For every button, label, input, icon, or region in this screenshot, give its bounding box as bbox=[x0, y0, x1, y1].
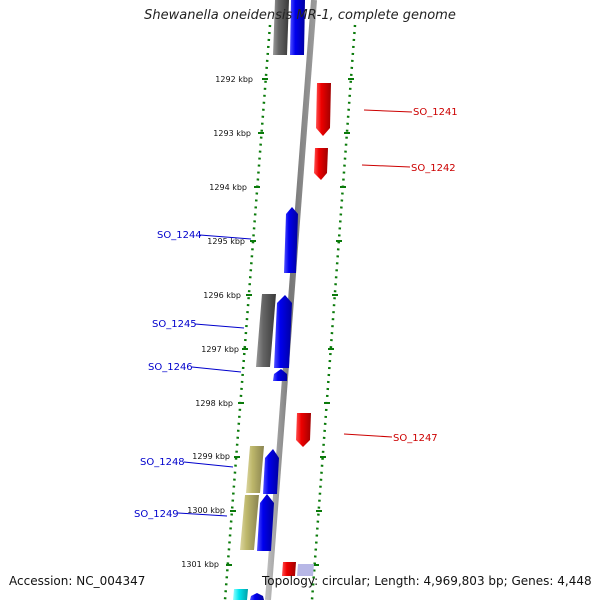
gene-so-1241 bbox=[316, 83, 331, 136]
tick-label-1301: 1301 kbp bbox=[181, 560, 219, 569]
gene-blue-bottom bbox=[250, 593, 264, 600]
label-so-1249: SO_1249 bbox=[134, 509, 179, 520]
tick-label-1294: 1294 kbp bbox=[209, 183, 247, 192]
gene-cyan-bottom bbox=[233, 589, 248, 600]
topology-text: Topology: circular; Length: 4,969,803 bp… bbox=[262, 574, 592, 588]
gene-so-1246 bbox=[273, 369, 287, 381]
gene-blue-top bbox=[290, 0, 305, 55]
leader-so-1248 bbox=[183, 461, 234, 468]
label-so-1245: SO_1245 bbox=[152, 319, 197, 330]
label-so-1244: SO_1244 bbox=[157, 230, 202, 241]
tick-label-1299: 1299 kbp bbox=[192, 452, 230, 461]
tick-label-1292: 1292 kbp bbox=[215, 75, 253, 84]
outer-ruler-right bbox=[310, 24, 357, 601]
gene-so-1247 bbox=[296, 413, 311, 447]
gene-khaki-1 bbox=[246, 446, 264, 493]
label-so-1248: SO_1248 bbox=[140, 457, 185, 468]
label-so-1242: SO_1242 bbox=[411, 163, 456, 174]
map-title: Shewanella oneidensis MR-1, complete gen… bbox=[144, 8, 456, 23]
gene-gray-top bbox=[273, 0, 289, 55]
gene-lavender-bottom bbox=[297, 564, 314, 576]
gene-so-1244 bbox=[284, 207, 298, 273]
gene-so-1248 bbox=[263, 449, 279, 494]
tick-label-1295: 1295 kbp bbox=[207, 237, 245, 246]
leader-so-1249 bbox=[177, 512, 228, 517]
leader-so-1247 bbox=[343, 433, 393, 438]
tick-label-1296: 1296 kbp bbox=[203, 291, 241, 300]
leader-so-1241 bbox=[363, 109, 413, 113]
label-so-1246: SO_1246 bbox=[148, 362, 193, 373]
gene-so-1245 bbox=[274, 295, 292, 368]
tick-label-1293: 1293 kbp bbox=[213, 129, 251, 138]
leader-so-1242 bbox=[361, 164, 411, 168]
label-so-1247: SO_1247 bbox=[393, 433, 438, 444]
outer-ruler-left bbox=[223, 24, 272, 601]
gene-gray-mid bbox=[256, 294, 276, 367]
ruler-ticks bbox=[226, 78, 354, 566]
gene-so-1249 bbox=[257, 494, 274, 551]
leader-so-1245 bbox=[194, 323, 245, 329]
leader-so-1244 bbox=[199, 234, 252, 240]
tick-label-1298: 1298 kbp bbox=[195, 399, 233, 408]
accession-text: Accession: NC_004347 bbox=[9, 574, 146, 588]
gene-so-1242 bbox=[314, 148, 328, 180]
gene-khaki-2 bbox=[240, 495, 259, 550]
leader-so-1246 bbox=[191, 366, 242, 373]
label-so-1241: SO_1241 bbox=[413, 107, 458, 118]
genome-backbone bbox=[265, 0, 317, 601]
tick-label-1300: 1300 kbp bbox=[187, 506, 225, 515]
gene-red-bottom bbox=[282, 562, 296, 576]
tick-label-1297: 1297 kbp bbox=[201, 345, 239, 354]
